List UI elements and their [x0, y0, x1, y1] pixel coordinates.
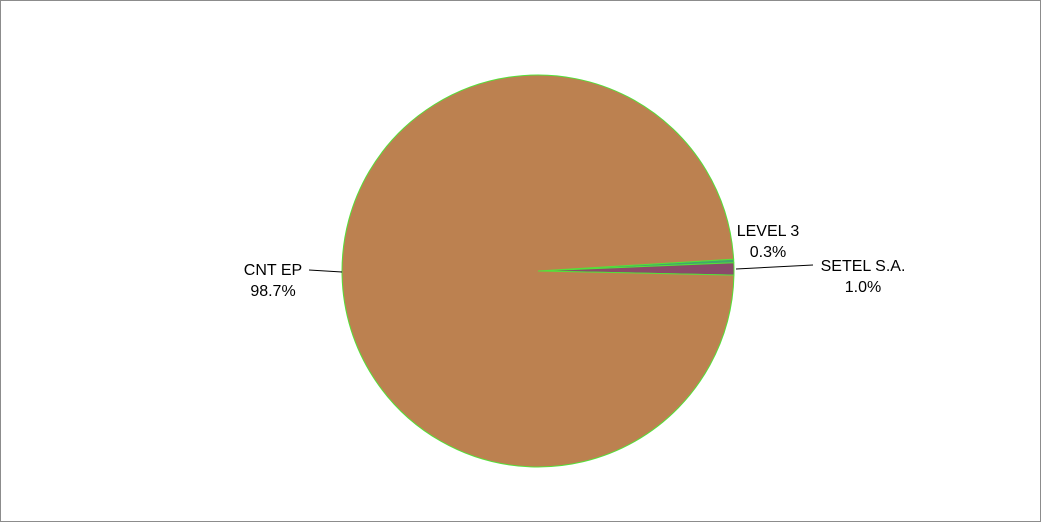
leader-line-cnt-ep	[308, 269, 343, 273]
slice-labels: CNT EP 98.7% LEVEL 3 0.3% SETEL S.A. 1.0…	[244, 223, 906, 300]
leader-lines	[308, 264, 814, 273]
leader-line-setel	[735, 264, 814, 270]
slice-pct-cnt-ep: 98.7%	[250, 283, 295, 300]
slice-label-cnt-ep: CNT EP	[244, 262, 302, 279]
pie-slices	[341, 74, 735, 468]
slice-pct-level-3: 0.3%	[750, 244, 786, 261]
pie-slice-cnt-ep	[341, 74, 735, 468]
slice-label-level-3: LEVEL 3	[737, 223, 800, 240]
slice-pct-setel: 1.0%	[845, 279, 881, 296]
slice-label-setel: SETEL S.A.	[821, 258, 906, 275]
